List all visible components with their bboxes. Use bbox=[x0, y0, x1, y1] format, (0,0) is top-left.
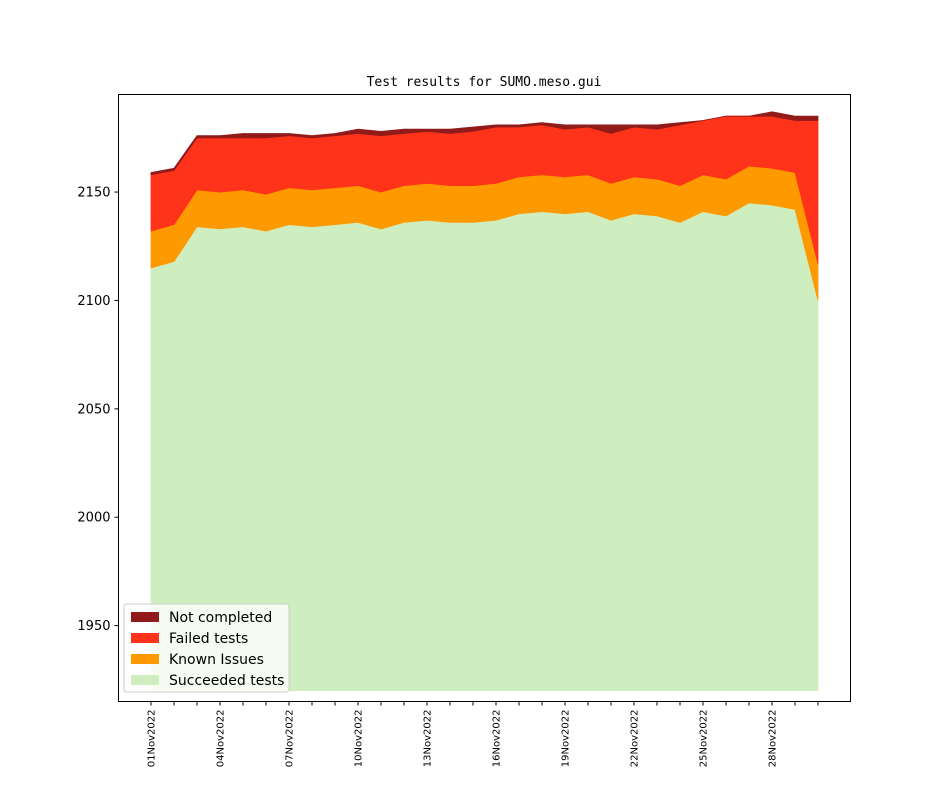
y-tick-label: 2100 bbox=[77, 294, 110, 309]
legend-label-not-completed: Not completed bbox=[169, 610, 272, 626]
legend-label-succeeded-tests: Succeeded tests bbox=[169, 673, 284, 689]
y-axis: 1950 2000 2050 2100 2150 bbox=[77, 186, 119, 634]
x-tick-label: 01Nov2022 bbox=[147, 710, 158, 768]
plot-frame bbox=[118, 94, 851, 702]
legend-label-failed-tests: Failed tests bbox=[169, 631, 248, 647]
x-tick-label: 07Nov2022 bbox=[285, 710, 296, 768]
legend: Not completed Failed tests Known Issues Suc… bbox=[123, 603, 290, 693]
plot-areas bbox=[150, 111, 819, 692]
y-tick-label: 2000 bbox=[77, 511, 110, 526]
y-tick-label: 2150 bbox=[77, 186, 110, 201]
area-not-completed bbox=[150, 111, 819, 176]
legend-swatch-known-issues bbox=[131, 654, 159, 664]
x-tick-label: 25Nov2022 bbox=[699, 710, 710, 768]
y-tick-label: 2050 bbox=[77, 402, 110, 417]
chart-title: Test results for SUMO.meso.gui bbox=[367, 75, 602, 90]
x-tick-label: 19Nov2022 bbox=[561, 710, 572, 768]
y-tick-label: 1950 bbox=[77, 619, 110, 634]
x-tick-label: 13Nov2022 bbox=[423, 710, 434, 768]
legend-swatch-failed-tests bbox=[131, 633, 159, 643]
legend-box bbox=[123, 603, 290, 693]
x-tick-label: 22Nov2022 bbox=[630, 710, 641, 768]
x-tick-label: 10Nov2022 bbox=[354, 710, 365, 768]
x-axis: 01Nov2022 04Nov2022 07Nov2022 10Nov2022 13No… bbox=[147, 701, 819, 768]
legend-label-known-issues: Known Issues bbox=[169, 652, 264, 668]
x-tick-label: 04Nov2022 bbox=[216, 710, 227, 768]
x-tick-label: 28Nov2022 bbox=[768, 710, 779, 768]
x-tick-label: 16Nov2022 bbox=[492, 710, 503, 768]
legend-swatch-not-completed bbox=[131, 612, 159, 622]
legend-swatch-succeeded-tests bbox=[131, 675, 159, 685]
